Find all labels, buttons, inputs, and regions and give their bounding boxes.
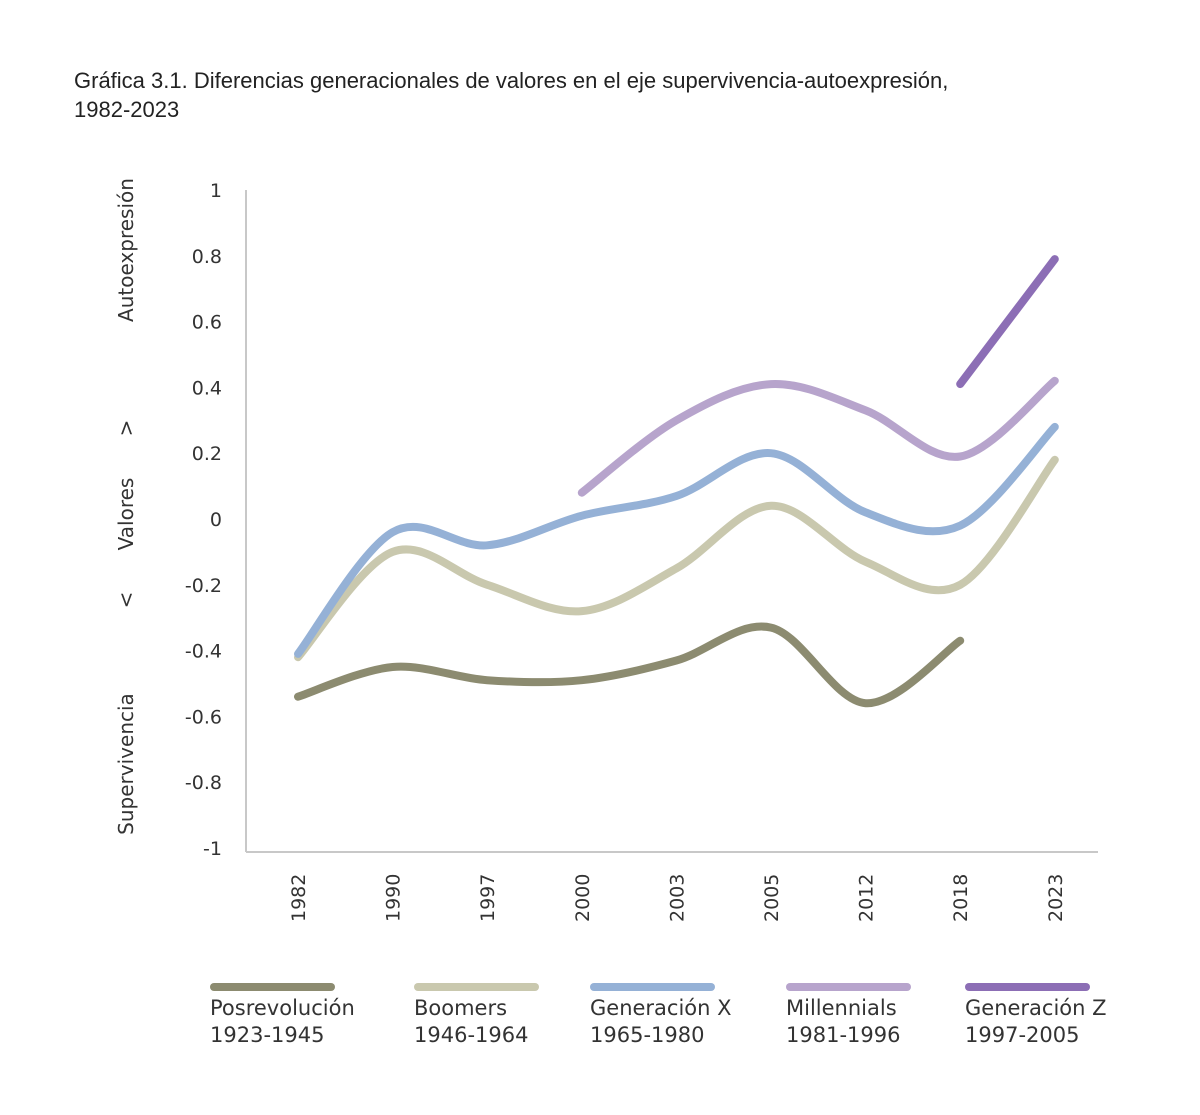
x-tick-label: 1982 <box>288 874 310 922</box>
x-tick-label: 2018 <box>950 874 972 922</box>
y-axis-label-top: Autoexpresión <box>114 178 138 322</box>
legend-years: 1981-1996 <box>786 1023 901 1047</box>
series-line-boomers <box>294 455 1059 662</box>
y-tick-label: 0.2 <box>192 443 222 465</box>
y-tick-label: 0.4 <box>192 377 222 399</box>
x-tick-label: 2023 <box>1045 874 1067 922</box>
legend-years: 1997-2005 <box>965 1023 1080 1047</box>
series-line-generacion-x <box>294 422 1059 658</box>
legend: Posrevolución 1923-1945 Boomers 1946-1964 Ge… <box>0 980 1200 1060</box>
y-tick-label: -0.8 <box>185 772 222 794</box>
series-line-generacion-z <box>956 255 1059 389</box>
legend-years: 1946-1964 <box>414 1023 529 1047</box>
legend-label: Millennials <box>786 996 897 1020</box>
chart-title-line-2: 1982-2023 <box>74 97 180 122</box>
y-tick-label: -0.2 <box>185 575 222 597</box>
x-tick-label: 2003 <box>666 874 688 922</box>
y-axis-arrow-down: < <box>114 592 138 609</box>
legend-label: Boomers <box>414 996 508 1020</box>
x-tick-label: 2012 <box>856 874 878 922</box>
y-tick-label: -0.4 <box>185 641 222 663</box>
y-tick-label: -0.6 <box>185 706 222 728</box>
x-tick-label: 1990 <box>383 874 405 922</box>
legend-swatch <box>414 983 539 991</box>
legend-swatch <box>210 983 335 991</box>
y-axis-label-middle: Valores <box>114 478 138 551</box>
legend-label: Posrevolución <box>210 996 355 1020</box>
y-tick-label: 0.8 <box>192 246 222 268</box>
x-axis-ticks: 1982 1990 1997 2000 2003 2005 2012 2018 2023 <box>288 874 1067 922</box>
chart-title-line-1: Gráfica 3.1. Diferencias generacionales … <box>74 68 949 93</box>
series-line-millennials <box>577 376 1059 497</box>
legend-swatch <box>786 983 911 991</box>
y-tick-label: 0 <box>210 509 222 531</box>
y-tick-label: 0.6 <box>192 312 222 334</box>
y-axis-label-bottom: Supervivencia <box>114 693 138 835</box>
y-axis-label-group: Autoexpresión > Valores < Supervivencia <box>114 178 138 835</box>
legend-years: 1965-1980 <box>590 1023 705 1047</box>
legend-label: Generación X <box>590 996 732 1020</box>
series-lines <box>294 255 1059 708</box>
line-chart: Autoexpresión > Valores < Supervivencia 1 0.8… <box>114 178 1098 922</box>
y-tick-label: -1 <box>203 838 222 860</box>
chart-title: Gráfica 3.1. Diferencias generacionales … <box>74 66 1154 124</box>
y-axis-ticks: 1 0.8 0.6 0.4 0.2 0 -0.2 -0.4 -0.6 -0.8 -1 <box>185 180 222 860</box>
y-axis-arrow-up: > <box>114 420 138 437</box>
x-tick-label: 2000 <box>572 874 594 922</box>
legend-swatch <box>965 983 1090 991</box>
y-tick-label: 1 <box>210 180 222 202</box>
legend-years: 1923-1945 <box>210 1023 325 1047</box>
legend-swatch <box>590 983 715 991</box>
legend-label: Generación Z <box>965 996 1107 1020</box>
x-tick-label: 2005 <box>761 874 783 922</box>
series-line-posrevolucion <box>294 622 965 708</box>
x-tick-label: 1997 <box>477 874 499 922</box>
